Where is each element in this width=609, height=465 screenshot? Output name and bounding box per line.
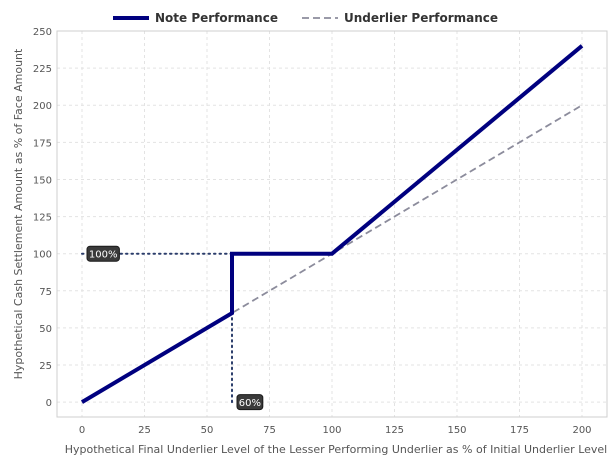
x-tick-label: 100 xyxy=(322,425,341,436)
legend-item-underlier-performance: Underlier Performance xyxy=(302,11,498,25)
x-tick-label: 0 xyxy=(79,425,85,436)
y-tick-label: 150 xyxy=(33,175,52,186)
plot-frame xyxy=(56,30,608,418)
x-tick-label: 75 xyxy=(263,425,276,436)
y-tick-label: 175 xyxy=(33,138,52,149)
legend-label: Underlier Performance xyxy=(344,11,498,25)
note-performance-line xyxy=(80,44,584,404)
y-tick-label: 100 xyxy=(33,250,52,261)
legend-label: Note Performance xyxy=(155,11,278,25)
y-tick-labels: 0 25 50 75 100 125 150 175 200 225 250 xyxy=(33,27,52,409)
series-lines xyxy=(80,44,584,404)
annotations: 100% 60% xyxy=(86,245,264,411)
y-tick-label: 50 xyxy=(39,324,52,335)
x-tick-label: 200 xyxy=(572,425,591,436)
y-axis-label: Hypothetical Cash Settlement Amount as %… xyxy=(12,48,25,379)
grid xyxy=(57,30,607,417)
annotation-cap-level: 100% xyxy=(86,245,120,262)
annotation-box xyxy=(86,245,120,262)
x-tick-labels: 0 25 50 75 100 125 150 175 200 xyxy=(79,425,592,436)
y-tick-label: 125 xyxy=(33,213,52,224)
annotation-box xyxy=(236,394,264,411)
annotation-label: 100% xyxy=(89,250,118,261)
x-axis-label: Hypothetical Final Underlier Level of th… xyxy=(65,443,608,456)
legend-item-note-performance: Note Performance xyxy=(113,11,278,25)
annotation-barrier-level: 60% xyxy=(236,394,264,411)
legend: Note Performance Underlier Performance xyxy=(113,11,498,25)
y-tick-label: 225 xyxy=(33,64,52,75)
x-tick-label: 50 xyxy=(201,425,214,436)
y-tick-label: 75 xyxy=(39,287,52,298)
y-tick-label: 25 xyxy=(39,361,52,372)
x-tick-label: 125 xyxy=(385,425,404,436)
x-tick-label: 175 xyxy=(510,425,529,436)
annotation-label: 60% xyxy=(239,398,261,409)
guides xyxy=(81,252,233,404)
x-tick-label: 25 xyxy=(138,425,151,436)
y-tick-label: 250 xyxy=(33,27,52,38)
y-tick-label: 0 xyxy=(46,398,52,409)
y-tick-label: 200 xyxy=(33,101,52,112)
x-tick-label: 150 xyxy=(447,425,466,436)
